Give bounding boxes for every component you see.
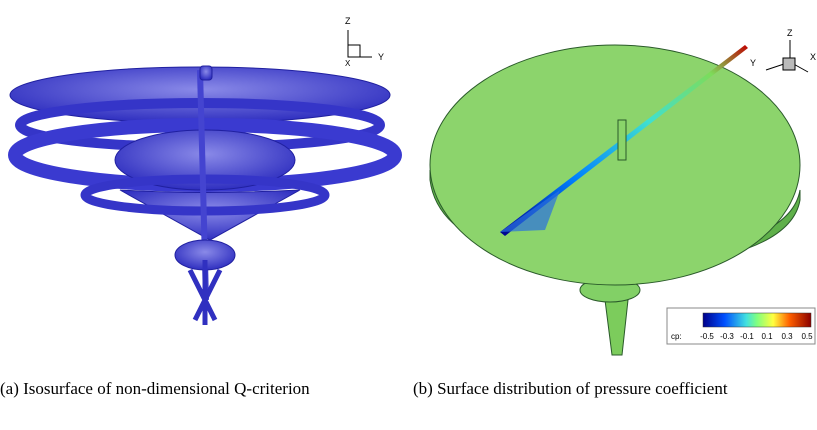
axis-label: Z	[345, 16, 351, 26]
axis-label: Y	[750, 58, 756, 68]
colorbar-label: cp:	[671, 332, 682, 341]
figure: Z Y X Z Y X cp: -0.5 -0.3 -0.1 0.1 0.3 0.5 (a…	[0, 0, 817, 430]
isosurface	[10, 66, 395, 325]
colorbar-tick-label: -0.1	[740, 332, 754, 341]
figure-art: Z Y X Z Y X cp: -0.5 -0.3 -0.1 0.1 0.3 0.5	[0, 0, 817, 370]
axis-triad	[348, 30, 372, 57]
colorbar-tick-label: 0.1	[761, 332, 773, 341]
axis-triad	[766, 40, 808, 72]
axis-label: X	[810, 52, 816, 62]
colorbar-tick-label: 0.3	[781, 332, 793, 341]
colorbar-tick-label: -0.3	[720, 332, 734, 341]
caption: (a) Isosurface of non-dimensional Q-crit…	[0, 378, 398, 422]
colorbar-tick-label: -0.5	[700, 332, 714, 341]
colorbar	[703, 313, 811, 327]
axis-label: Z	[787, 28, 793, 38]
axis-label: Y	[378, 52, 384, 62]
axis-label: X	[345, 59, 351, 68]
colorbar-tick-label: 0.5	[801, 332, 813, 341]
caption: (b) Surface distribution of pressure coe…	[413, 378, 817, 422]
